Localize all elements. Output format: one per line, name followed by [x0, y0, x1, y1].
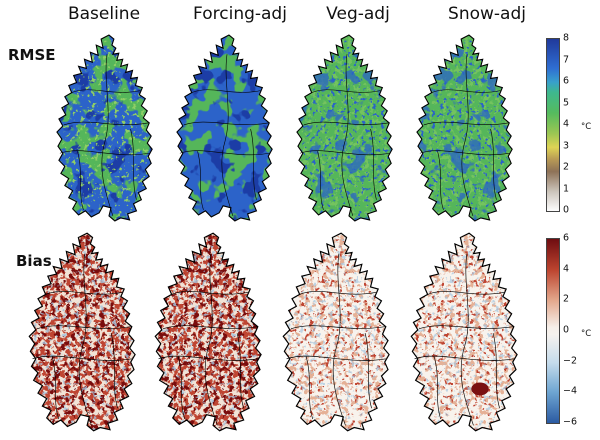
rmse-tick: 5 [563, 97, 570, 108]
map-bias-baseline [28, 232, 136, 432]
bias-tick: 6 [563, 232, 570, 244]
rmse-tick: 4 [563, 118, 570, 130]
rmse-tick: 6 [563, 75, 570, 87]
dark-red-bias-patch [471, 382, 489, 396]
row-label-rmse: RMSE [8, 46, 56, 64]
column-header-veg-adj: Veg-adj [326, 4, 390, 24]
column-header-snow-adj: Snow-adj [448, 4, 526, 24]
row-label-bias: Bias [16, 252, 52, 270]
rmse-colorbar: 8 7 6 5 4 3 2 1 0 °C [546, 33, 598, 216]
map-bias-veg-adj [282, 232, 390, 432]
column-header-forcing-adj: Forcing-adj [193, 4, 287, 24]
map-rmse-snow-adj [416, 34, 513, 222]
rmse-colorbar-gradient [546, 38, 560, 212]
rmse-tick: 0 [563, 204, 570, 216]
bias-unit-label: °C [581, 328, 592, 339]
bias-colorbar: 6 4 2 0 −2 −4 −6 °C [546, 233, 598, 428]
rmse-tick: 8 [563, 32, 570, 44]
bias-tick: −2 [563, 355, 578, 367]
bias-tick: −4 [563, 385, 578, 397]
bias-tick: 4 [563, 263, 570, 275]
column-header-baseline: Baseline [67, 4, 141, 24]
rmse-tick: 3 [563, 140, 570, 151]
rmse-tick: 7 [563, 54, 570, 65]
map-rmse-baseline [56, 34, 153, 222]
bias-colorbar-gradient [546, 238, 560, 424]
rmse-tick: 1 [563, 183, 570, 194]
map-rmse-veg-adj [296, 34, 393, 222]
rmse-tick: 2 [563, 161, 570, 173]
map-bias-snow-adj [410, 232, 518, 432]
bias-tick: 0 [563, 324, 570, 336]
bias-tick: 2 [563, 293, 570, 305]
bias-tick: −6 [563, 416, 578, 428]
map-bias-forcing-adj [154, 232, 262, 432]
map-rmse-forcing-adj [176, 34, 273, 222]
rmse-unit-label: °C [581, 122, 592, 133]
